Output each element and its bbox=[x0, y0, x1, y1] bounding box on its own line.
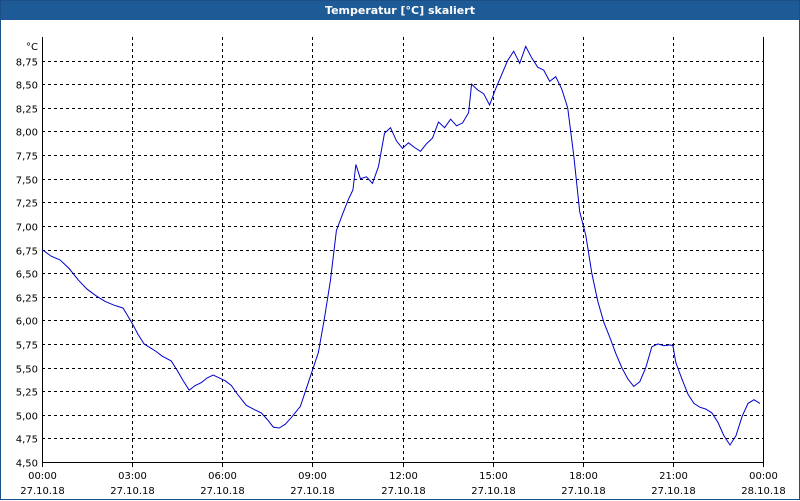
y-tick-label: 8,75 bbox=[16, 58, 38, 69]
x-tick-time: 15:00 bbox=[479, 471, 508, 482]
y-tick-label: 8,00 bbox=[16, 128, 38, 139]
x-tick-time: 21:00 bbox=[659, 471, 688, 482]
grid bbox=[42, 37, 763, 462]
y-tick-label: 8,50 bbox=[16, 81, 38, 92]
x-tick-time: 00:00 bbox=[749, 471, 778, 482]
y-tick-label: 8,25 bbox=[16, 105, 38, 116]
y-tick-label: 7,50 bbox=[16, 176, 38, 187]
x-tick-time: 18:00 bbox=[569, 471, 598, 482]
x-tick-date: 28.10.18 bbox=[741, 486, 786, 497]
x-tick-date: 27.10.18 bbox=[561, 486, 606, 497]
x-tick-time: 12:00 bbox=[389, 471, 418, 482]
y-tick-label: 7,75 bbox=[16, 152, 38, 163]
x-tick-date: 27.10.18 bbox=[110, 486, 155, 497]
y-tick-label: 4,50 bbox=[16, 459, 38, 470]
y-tick-label: 7,00 bbox=[16, 223, 38, 234]
temperature-series-line bbox=[41, 45, 761, 446]
y-tick-label: 5,25 bbox=[16, 388, 38, 399]
y-tick-label: 4,75 bbox=[16, 435, 38, 446]
x-tick-date: 27.10.18 bbox=[20, 486, 65, 497]
x-tick-time: 09:00 bbox=[298, 471, 327, 482]
y-axis-unit-label: °C bbox=[26, 42, 38, 53]
y-tick-label: 6,50 bbox=[16, 270, 38, 281]
y-tick-label: 6,25 bbox=[16, 294, 38, 305]
series bbox=[41, 45, 761, 446]
y-tick-label: 6,00 bbox=[16, 317, 38, 328]
x-tick-date: 27.10.18 bbox=[381, 486, 426, 497]
x-tick-date: 27.10.18 bbox=[651, 486, 696, 497]
x-tick-date: 27.10.18 bbox=[290, 486, 335, 497]
tick-labels: 4,50 4,75 5,00 5,25 5,50 5,75 6,00 6,25 6,50 6,75… bbox=[16, 58, 786, 498]
x-tick-time: 03:00 bbox=[118, 471, 147, 482]
plot-area bbox=[42, 37, 763, 462]
x-tick-date: 27.10.18 bbox=[200, 486, 245, 497]
y-tick-label: 5,50 bbox=[16, 365, 38, 376]
y-tick-label: 5,00 bbox=[16, 412, 38, 423]
y-tick-label: 5,75 bbox=[16, 341, 38, 352]
x-tick-date: 27.10.18 bbox=[471, 486, 516, 497]
x-tick-time: 06:00 bbox=[208, 471, 237, 482]
y-tick-label: 6,75 bbox=[16, 247, 38, 258]
y-tick-label: 7,25 bbox=[16, 199, 38, 210]
chart-title: Temperatur [°C] skaliert bbox=[1, 1, 799, 20]
x-tick-time: 00:00 bbox=[28, 471, 57, 482]
